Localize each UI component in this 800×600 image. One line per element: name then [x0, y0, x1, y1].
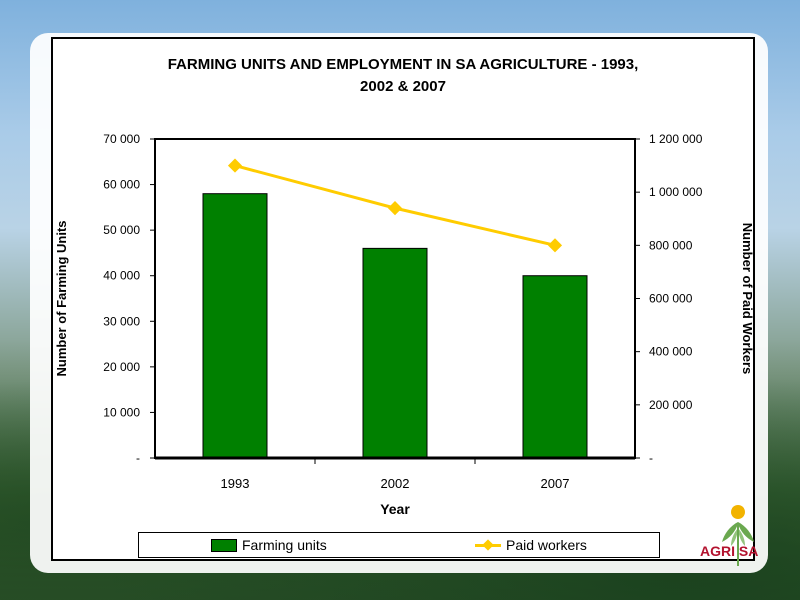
legend-item-paid-workers: Paid workers — [475, 537, 587, 553]
legend-label-paid-workers: Paid workers — [506, 537, 587, 553]
agri-sa-logo-text: AGRI SA — [700, 543, 759, 559]
left-tick-label: 60 000 — [103, 178, 140, 192]
chart-title-line-2: 2002 & 2007 — [360, 78, 446, 95]
x-axis-title: Year — [380, 501, 410, 517]
chart-legend: Farming units Paid workers — [138, 532, 660, 558]
paid-workers-point-1993 — [227, 158, 243, 173]
paid-workers-point-2002 — [387, 201, 403, 216]
left-tick-label: 20 000 — [103, 360, 140, 374]
right-tick-label: 200 000 — [649, 398, 693, 412]
left-tick-label: - — [136, 451, 140, 465]
right-tick-label: - — [649, 451, 653, 465]
left-tick-label: 70 000 — [103, 132, 140, 146]
left-tick-label: 40 000 — [103, 269, 140, 283]
legend-swatch-line — [475, 539, 501, 551]
paid-workers-point-2007 — [547, 238, 563, 253]
left-tick-label: 30 000 — [103, 314, 140, 328]
chart-title: FARMING UNITS AND EMPLOYMENT IN SA AGRIC… — [51, 54, 755, 98]
legend-label-farming-units: Farming units — [242, 537, 327, 553]
right-tick-label: 1 000 000 — [649, 185, 703, 199]
left-tick-label: 10 000 — [103, 405, 140, 419]
legend-swatch-bar — [211, 538, 237, 552]
agri-sa-logo — [722, 505, 754, 566]
right-tick-label: 400 000 — [649, 345, 693, 359]
x-tick-label: 1993 — [221, 476, 250, 491]
bar-2002 — [362, 247, 428, 459]
right-tick-label: 600 000 — [649, 292, 693, 306]
chart-title-line-1: FARMING UNITS AND EMPLOYMENT IN SA AGRIC… — [167, 56, 639, 73]
x-tick-label: 2002 — [381, 476, 410, 491]
bar-2007 — [522, 275, 588, 459]
bar-1993 — [202, 193, 268, 459]
left-tick-label: 50 000 — [103, 223, 140, 237]
right-axis-title: Number of Paid Workers — [740, 223, 755, 374]
left-axis-title: Number of Farming Units — [54, 220, 69, 376]
right-tick-label: 800 000 — [649, 238, 693, 252]
right-tick-label: 1 200 000 — [649, 132, 703, 146]
x-tick-label: 2007 — [541, 476, 570, 491]
legend-item-farming-units: Farming units — [211, 537, 327, 553]
